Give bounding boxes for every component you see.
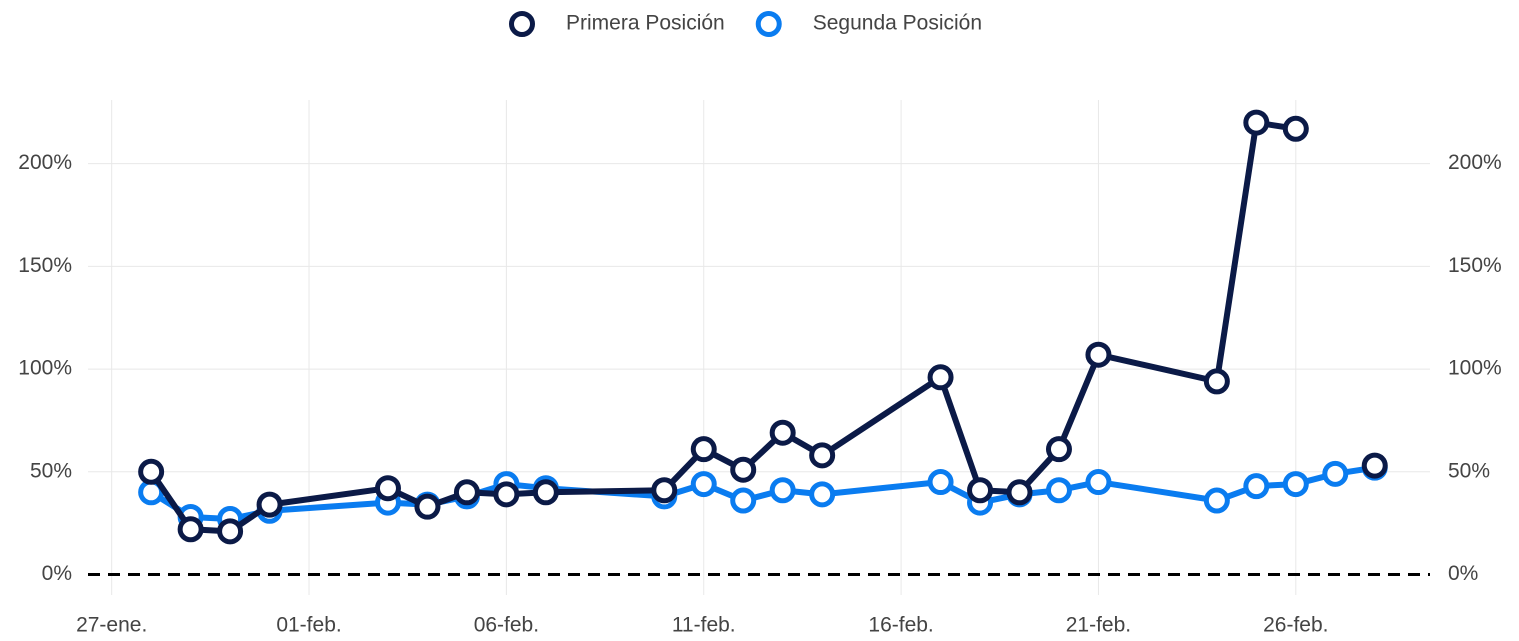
point [730, 487, 757, 514]
y-tick-label: 200% [18, 151, 72, 174]
point [1322, 460, 1349, 487]
point [690, 471, 717, 498]
x-tick-label: 11-feb. [672, 614, 736, 636]
y2-tick-label: 50% [1448, 459, 1490, 482]
point [1361, 452, 1388, 479]
point [453, 479, 480, 506]
point [1085, 341, 1112, 368]
point [1045, 477, 1072, 504]
point [1243, 473, 1270, 500]
point [1203, 368, 1230, 395]
x-tick-label: 16-feb. [868, 614, 933, 636]
point [138, 458, 165, 485]
y2-tick-label: 150% [1448, 254, 1502, 277]
point [809, 442, 836, 469]
point [414, 493, 441, 520]
point [967, 477, 994, 504]
point [809, 481, 836, 508]
point [1282, 471, 1309, 498]
point [256, 491, 283, 518]
y-tick-label: 150% [18, 254, 72, 277]
legend-label: Segunda Posición [813, 12, 982, 35]
x-tick-label: 01-feb. [276, 614, 341, 636]
x-tick-label: 06-feb. [474, 614, 539, 636]
point [769, 419, 796, 446]
y2-tick-label: 100% [1448, 357, 1502, 380]
y-tick-label: 50% [30, 459, 72, 482]
legend-label: Primera Posición [566, 12, 725, 35]
series-line [151, 123, 1375, 532]
point [1085, 469, 1112, 496]
point [493, 481, 520, 508]
point [927, 364, 954, 391]
x-tick-label: 21-feb. [1066, 614, 1131, 636]
point [1203, 487, 1230, 514]
point [177, 516, 204, 543]
y2-tick-label: 0% [1448, 562, 1478, 585]
point [690, 436, 717, 463]
x-tick-label: 27-ene. [76, 614, 147, 636]
point [1282, 115, 1309, 142]
y-tick-label: 100% [18, 357, 72, 380]
point [217, 518, 244, 545]
point [1006, 479, 1033, 506]
point [651, 477, 678, 504]
legend-marker [509, 11, 535, 37]
point [730, 456, 757, 483]
legend-marker [755, 11, 782, 37]
y-tick-label: 0% [42, 562, 72, 585]
point [927, 469, 954, 496]
point [769, 477, 796, 504]
y2-tick-label: 200% [1448, 151, 1502, 174]
point [1045, 436, 1072, 463]
point [1243, 109, 1270, 136]
point [532, 479, 559, 506]
x-tick-label: 26-feb. [1263, 614, 1328, 636]
point [374, 475, 401, 502]
